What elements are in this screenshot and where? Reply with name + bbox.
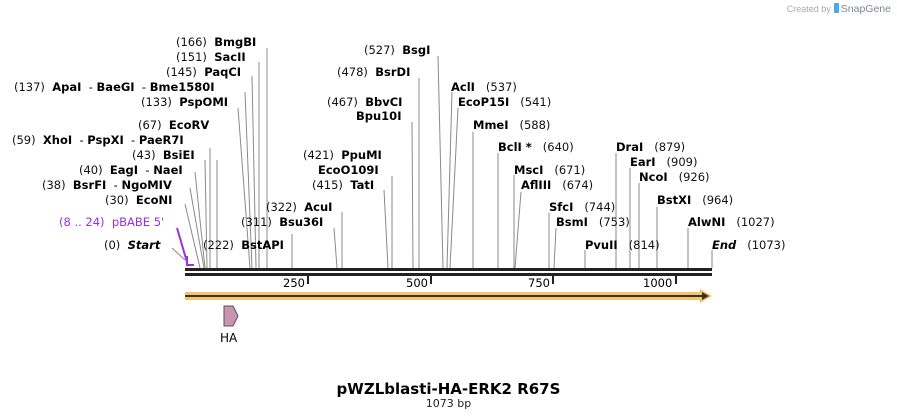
- site-label[interactable]: (415) TatI: [312, 178, 375, 192]
- site-label[interactable]: (478) BsrDI: [337, 65, 411, 79]
- site-lines: [171, 48, 713, 269]
- feature-label-pbabe[interactable]: (8 .. 24) pBABE 5': [59, 215, 165, 229]
- site-label[interactable]: (166) BmgBI: [176, 35, 257, 49]
- backbone-bottom: [185, 273, 712, 276]
- ha-feature-arrow: [223, 305, 239, 327]
- ruler-tick-500: 500: [406, 276, 428, 290]
- site-label[interactable]: (311) Bsu36I: [241, 215, 324, 229]
- site-label[interactable]: BsmI (753): [556, 215, 630, 229]
- site-label[interactable]: (137) ApaI - BaeGI - Bme1580I: [14, 80, 215, 94]
- site-label[interactable]: (421) PpuMI: [303, 148, 382, 162]
- site-label[interactable]: EcoP15I (541): [458, 95, 552, 109]
- site-label[interactable]: (222) BstAPI: [203, 238, 284, 252]
- site-label[interactable]: (145) PaqCI: [166, 65, 242, 79]
- snapgene-credit: Created by SnapGene: [787, 3, 891, 15]
- site-label[interactable]: PvuII (814): [585, 238, 660, 252]
- map-title: pWZLblasti-HA-ERK2 R67S: [336, 380, 561, 398]
- site-label[interactable]: EcoO109I: [318, 163, 379, 177]
- site-label[interactable]: NcoI (926): [639, 170, 710, 184]
- site-label[interactable]: MscI (671): [514, 163, 586, 177]
- ruler-tick-750: 750: [528, 276, 550, 290]
- site-label[interactable]: (151) SacII: [176, 50, 246, 64]
- site-label[interactable]: AflIII (674): [521, 178, 594, 192]
- site-label[interactable]: BstXI (964): [657, 193, 734, 207]
- credit-brand: SnapGene: [840, 3, 891, 15]
- site-label[interactable]: (30) EcoNI: [105, 193, 173, 207]
- orf-arrow: [185, 289, 712, 303]
- site-label[interactable]: SfcI (744): [549, 200, 616, 214]
- site-label[interactable]: (59) XhoI - PspXI - PaeR7I: [12, 133, 184, 147]
- start-label: (0) Start: [104, 238, 161, 252]
- snapgene-logo-icon: [833, 3, 839, 13]
- site-label[interactable]: DraI (879): [616, 140, 686, 154]
- ha-feature-label: HA: [220, 331, 238, 345]
- site-label[interactable]: (133) PspOMI: [141, 95, 229, 109]
- site-label[interactable]: BclI * (640): [498, 140, 574, 154]
- site-label[interactable]: (38) BsrFI - NgoMIV: [42, 178, 172, 192]
- site-label[interactable]: (527) BsgI: [364, 43, 431, 57]
- site-label[interactable]: AlwNI (1027): [688, 215, 775, 229]
- site-label[interactable]: (322) AcuI: [266, 200, 333, 214]
- map-length: 1073 bp: [425, 397, 472, 410]
- site-label[interactable]: (43) BsiEI: [132, 148, 195, 162]
- site-label[interactable]: (67) EcoRV: [138, 118, 210, 132]
- site-label[interactable]: MmeI (588): [473, 118, 551, 132]
- site-label[interactable]: Bpu10I: [356, 109, 402, 123]
- ruler-tick-1000: 1000: [643, 276, 673, 290]
- ruler-tick-250: 250: [283, 276, 305, 290]
- site-label[interactable]: (40) EagI - NaeI: [79, 163, 183, 177]
- end-label: End (1073): [712, 238, 786, 252]
- site-label[interactable]: EarI (909): [630, 155, 698, 169]
- credit-text: Created by: [786, 4, 831, 14]
- pbabe-primer-feature: [176, 227, 194, 266]
- site-label[interactable]: (467) BbvCI: [327, 95, 403, 109]
- backbone-top: [185, 268, 712, 271]
- site-label[interactable]: AclI (537): [451, 80, 517, 94]
